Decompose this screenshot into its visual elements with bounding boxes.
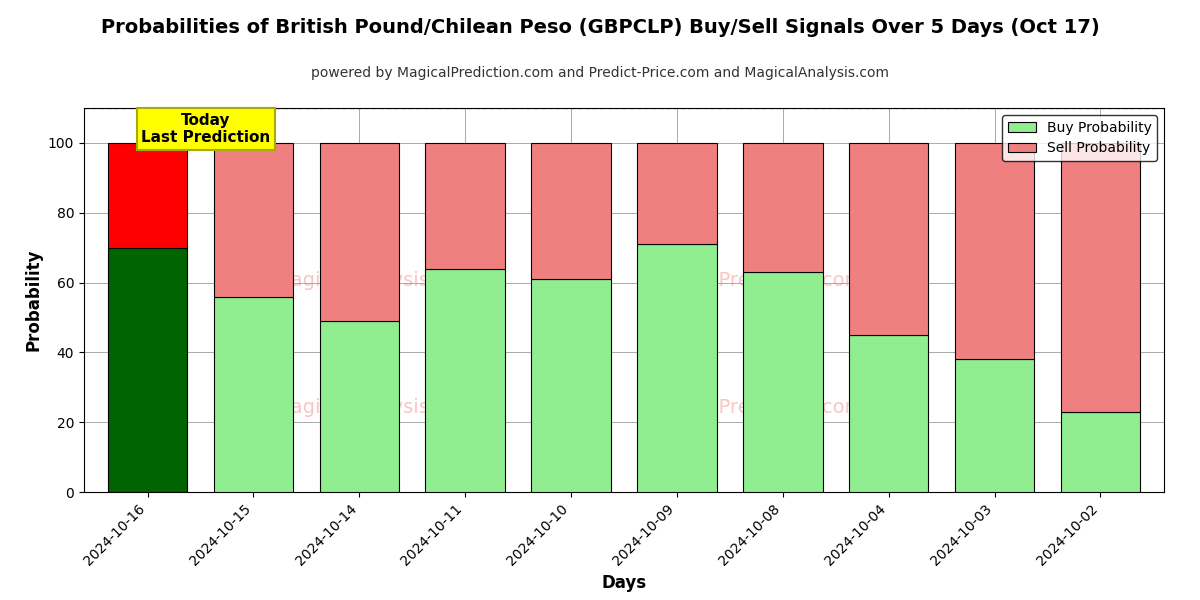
Bar	[850, 335, 929, 492]
X-axis label: Days: Days	[601, 574, 647, 592]
Bar	[532, 279, 611, 492]
Bar	[743, 272, 822, 492]
Text: Today
Last Prediction: Today Last Prediction	[142, 113, 270, 145]
Bar	[637, 244, 716, 492]
Bar	[426, 143, 505, 269]
Bar	[955, 359, 1034, 492]
Legend: Buy Probability, Sell Probability: Buy Probability, Sell Probability	[1002, 115, 1157, 161]
Bar	[1061, 412, 1140, 492]
Bar	[743, 143, 822, 272]
Text: MagicalPrediction.com: MagicalPrediction.com	[644, 271, 863, 290]
Text: MagicalAnalysis.com: MagicalAnalysis.com	[275, 398, 476, 417]
Bar	[637, 143, 716, 244]
Bar	[426, 269, 505, 492]
Bar	[532, 143, 611, 279]
Bar	[214, 143, 293, 296]
Text: MagicalAnalysis.com: MagicalAnalysis.com	[275, 271, 476, 290]
Bar	[108, 248, 187, 492]
Bar	[319, 143, 400, 321]
Text: MagicalPrediction.com: MagicalPrediction.com	[644, 398, 863, 417]
Bar	[1061, 143, 1140, 412]
Bar	[214, 296, 293, 492]
Text: powered by MagicalPrediction.com and Predict-Price.com and MagicalAnalysis.com: powered by MagicalPrediction.com and Pre…	[311, 66, 889, 80]
Y-axis label: Probability: Probability	[24, 249, 42, 351]
Bar	[850, 143, 929, 335]
Bar	[319, 321, 400, 492]
Text: Probabilities of British Pound/Chilean Peso (GBPCLP) Buy/Sell Signals Over 5 Day: Probabilities of British Pound/Chilean P…	[101, 18, 1099, 37]
Bar	[955, 143, 1034, 359]
Bar	[108, 143, 187, 248]
